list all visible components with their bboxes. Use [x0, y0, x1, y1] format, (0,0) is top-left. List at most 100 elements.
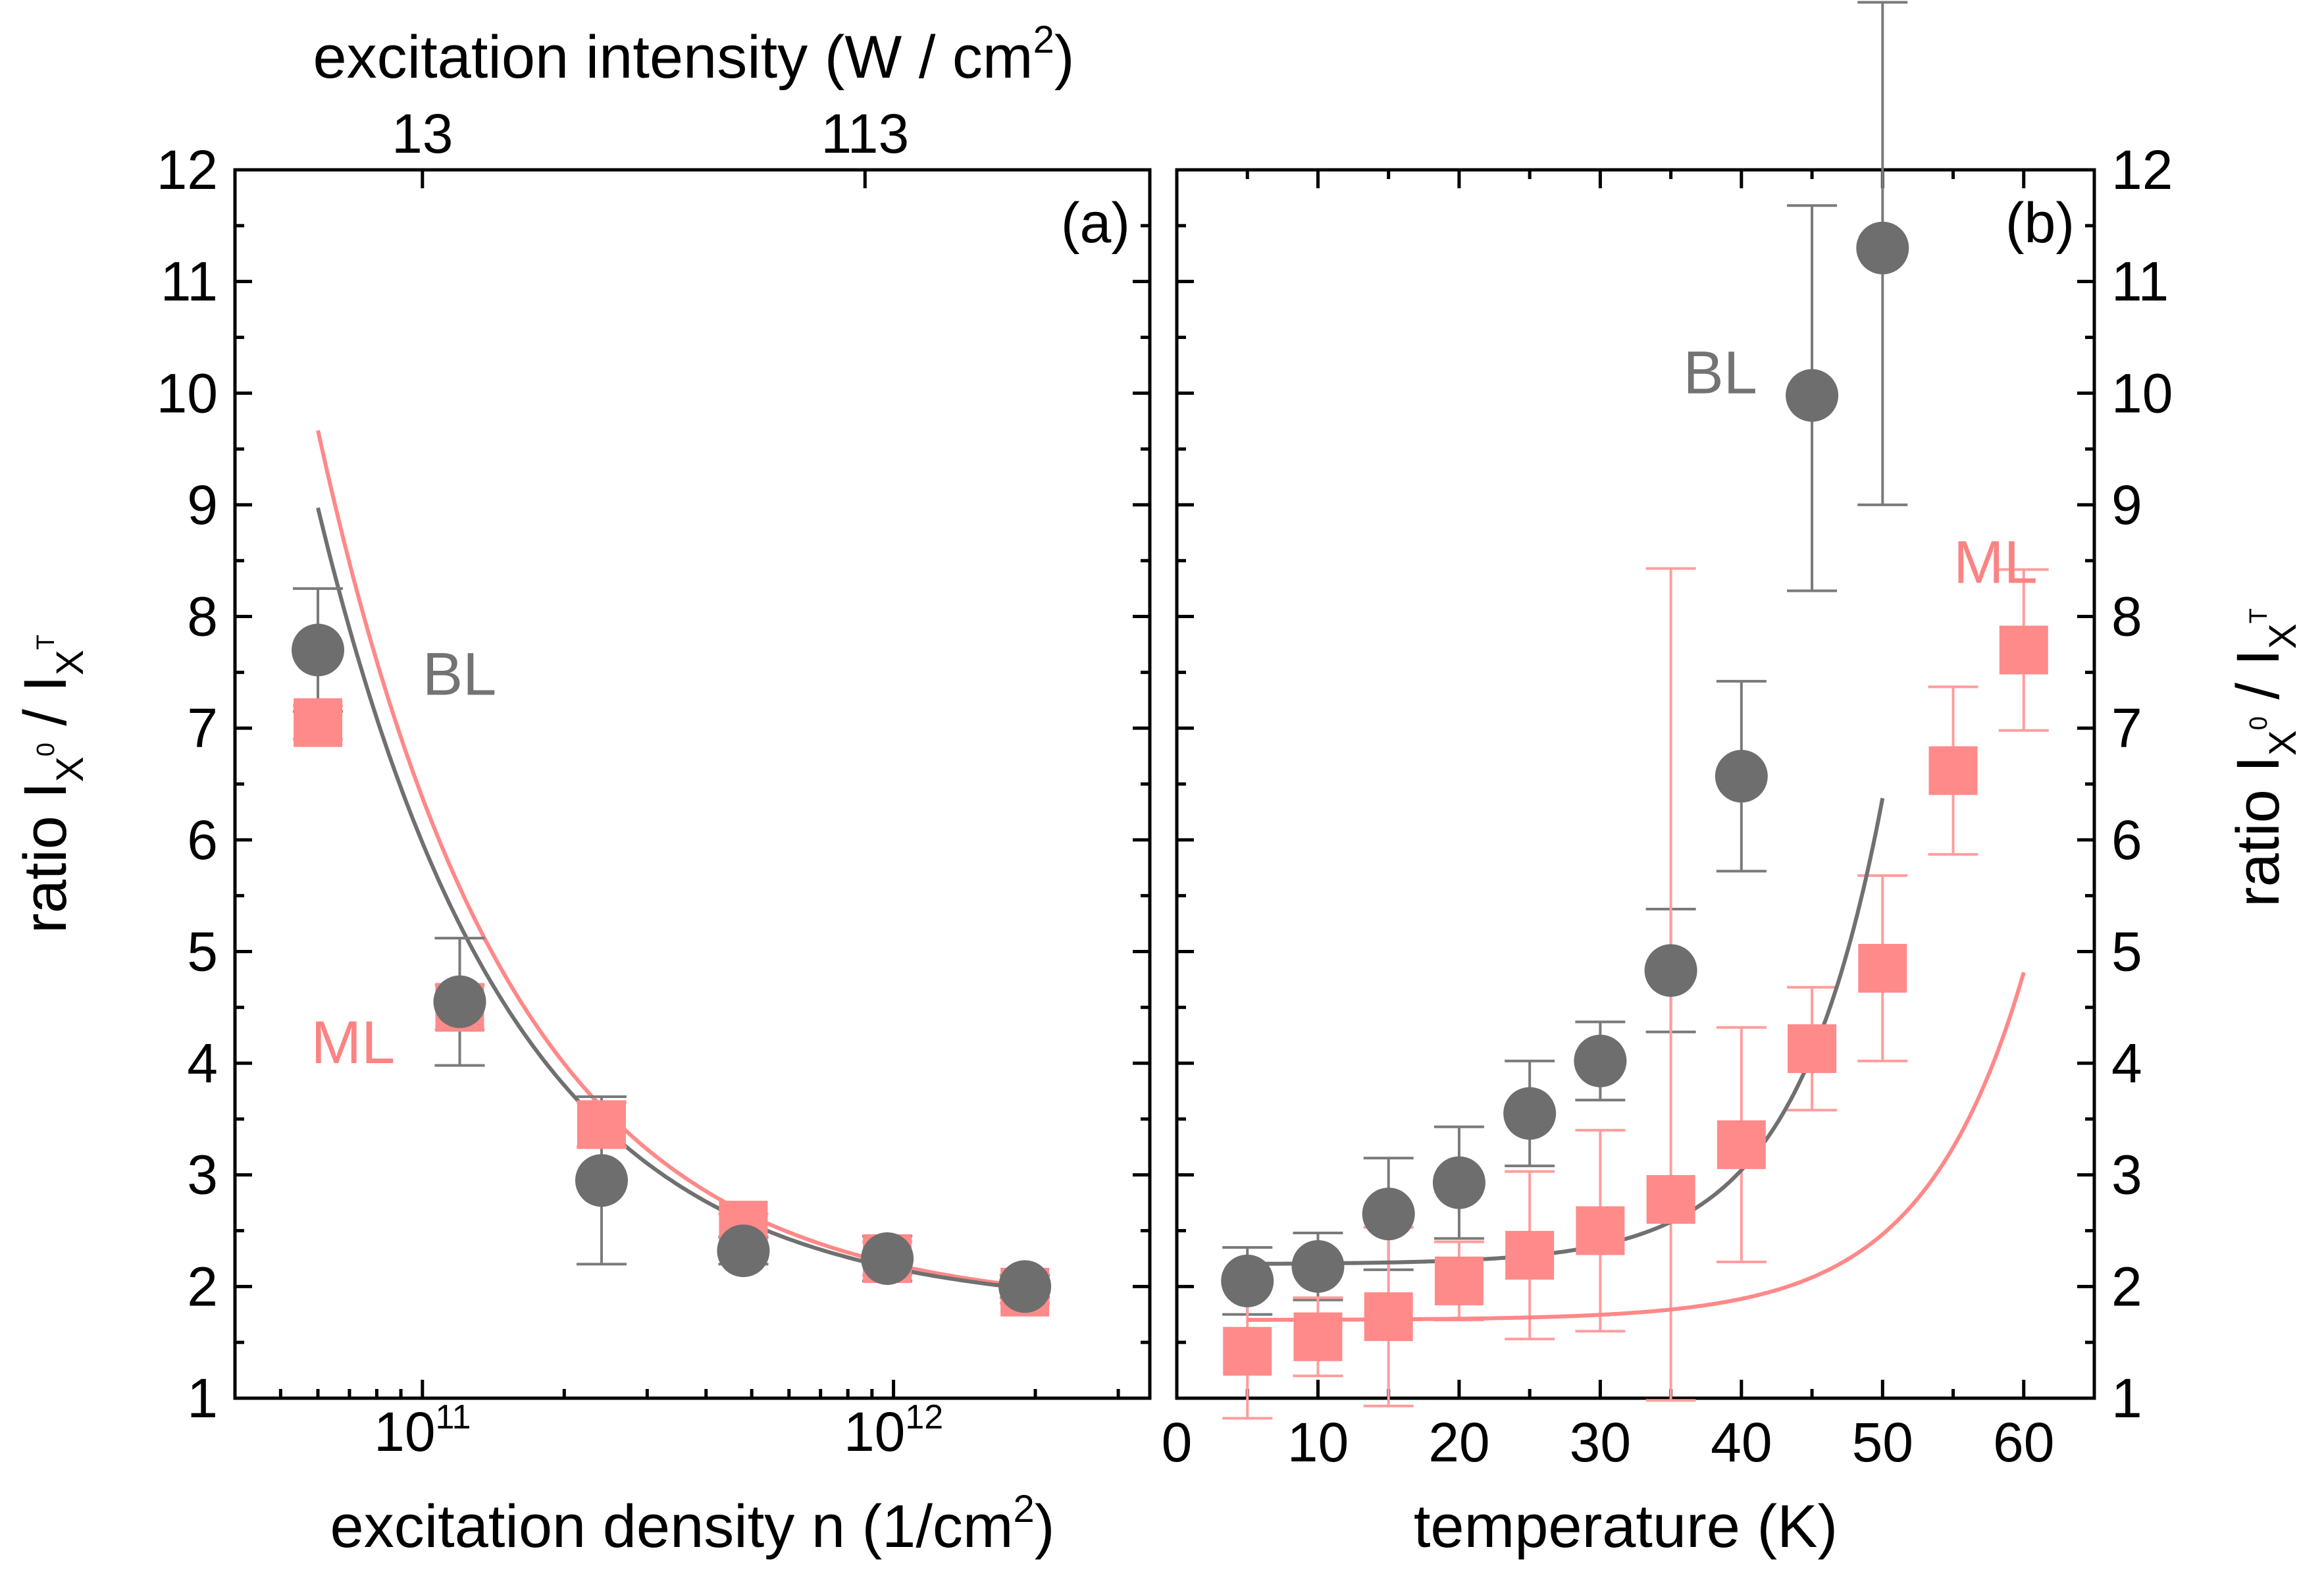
series-label-ml: ML	[311, 1009, 395, 1076]
tick-base: 10	[844, 1401, 905, 1463]
panel-b-y-axis-label-sup: T	[2245, 608, 2273, 623]
panel-b-y-axis-label-sub: X	[2261, 623, 2304, 649]
panel-a-y-axis-label-sub: X	[49, 650, 91, 675]
data-point-ml	[1928, 746, 1978, 795]
data-point-bl	[861, 1232, 914, 1285]
series-label-bl: BL	[1683, 339, 1757, 406]
data-point-bl	[292, 623, 345, 677]
data-point-ml	[1858, 943, 1907, 993]
panel-a-top-tick-label: 13	[392, 103, 453, 165]
panel-b-x-tick-label: 0	[1162, 1411, 1193, 1473]
series-label-ml: ML	[1953, 529, 2038, 596]
panel-b-y-tick-label: 6	[2111, 809, 2142, 871]
data-point-bl	[1644, 944, 1697, 997]
panel-a-y-tick-label: 1	[187, 1367, 218, 1429]
fit-line-ml	[316, 430, 1025, 1288]
data-point-bl	[1574, 1034, 1627, 1087]
data-point-ml	[1576, 1206, 1625, 1255]
panel-a-y-axis-label-sub: X	[49, 756, 91, 782]
panel-b-y-tick-label: 3	[2111, 1144, 2142, 1206]
top-label-sup: 2	[1033, 18, 1054, 61]
panel-a-y-axis-label-text: / I	[12, 675, 79, 743]
panel-a-y-tick-label: 8	[187, 586, 218, 648]
fit-line-ml	[1247, 972, 2026, 1322]
panel-a-y-tick-label: 4	[187, 1032, 218, 1094]
panel-b-y-tick-label: 2	[2111, 1255, 2142, 1317]
panel-a-y-axis-label-sup: T	[32, 635, 60, 650]
data-point-bl	[1503, 1087, 1557, 1140]
top-label-end: )	[1054, 24, 1075, 91]
data-point-bl	[998, 1260, 1052, 1313]
data-point-bl	[1715, 750, 1768, 803]
panel-b-y-axis-label: ratio IX0 / IXT	[2225, 608, 2304, 907]
data-point-ml	[294, 698, 343, 747]
fit-line-bl	[316, 507, 1025, 1291]
panel-b-x-tick-label: 30	[1570, 1411, 1631, 1473]
panel-a-y-axis-label: ratio IX0 / IXT	[12, 635, 91, 933]
data-point-bl	[1221, 1254, 1274, 1307]
panel-a-y-tick-label: 6	[187, 809, 218, 871]
panel-a-y-axis-label-text: ratio I	[12, 782, 79, 933]
data-point-bl	[1362, 1188, 1415, 1241]
tick-exp: 11	[436, 1398, 471, 1436]
top-label-text: excitation intensity (W / cm	[313, 24, 1033, 91]
x-label-text: excitation density n (1/cm	[330, 1493, 1014, 1560]
data-point-ml	[577, 1100, 626, 1149]
panel-b-y-tick-label: 1	[2111, 1367, 2142, 1429]
data-point-bl	[1856, 221, 1909, 275]
panel-a-y-tick-label: 11	[161, 251, 218, 313]
data-point-ml	[1788, 1024, 1837, 1074]
panel-b-y-tick-label: 12	[2111, 139, 2173, 201]
panel-b-x-tick-label: 40	[1711, 1411, 1772, 1473]
panel-a-top-axis-label: excitation intensity (W / cm2)	[313, 18, 1075, 91]
panel-b-x-axis-label: temperature (K)	[1414, 1493, 1838, 1560]
fit-line-bl	[1247, 797, 1885, 1266]
data-point-bl	[575, 1154, 628, 1207]
panel-a-top-tick-label: 113	[821, 103, 909, 165]
series-label-bl: BL	[423, 641, 497, 708]
panel-a-x-tick-label: 1011	[374, 1398, 471, 1463]
x-label-end: )	[1035, 1493, 1055, 1560]
panel-b-y-tick-label: 11	[2111, 251, 2169, 313]
panel-a-x-tick-label: 1012	[844, 1398, 943, 1463]
panel-a-y-tick-label: 3	[187, 1144, 218, 1206]
x-label-sup: 2	[1014, 1488, 1035, 1531]
panel-b-x-tick-label: 60	[1993, 1411, 2054, 1473]
data-point-ml	[1999, 625, 2048, 675]
panel-a-y-tick-label: 5	[187, 920, 218, 982]
panel-a-label: (a)	[1061, 192, 1130, 255]
data-point-ml	[1717, 1120, 1766, 1169]
data-point-ml	[1646, 1175, 1695, 1224]
data-point-bl	[1786, 369, 1839, 422]
panel-b-y-tick-label: 4	[2111, 1032, 2142, 1094]
data-point-ml	[1505, 1230, 1555, 1280]
panel-b-x-tick-label: 20	[1428, 1411, 1489, 1473]
panel-b-x-tick-label: 10	[1287, 1411, 1349, 1473]
panel-a-y-tick-label: 7	[187, 697, 218, 759]
data-point-bl	[1291, 1240, 1345, 1293]
panel-a-y-tick-label: 2	[187, 1255, 218, 1317]
panel-b-y-axis-label-text: ratio I	[2225, 756, 2292, 907]
panel-a-y-tick-label: 12	[157, 139, 218, 201]
panel-a-x-axis-label: excitation density n (1/cm2)	[330, 1488, 1055, 1560]
panel-b-y-tick-label: 8	[2111, 586, 2142, 648]
panel-b-y-tick-label: 9	[2111, 474, 2142, 536]
panel-b-y-tick-label: 7	[2111, 697, 2142, 759]
data-point-bl	[717, 1224, 770, 1278]
panel-a-y-tick-label: 10	[157, 362, 218, 424]
data-point-ml	[1223, 1326, 1272, 1376]
data-point-ml	[1434, 1256, 1484, 1305]
panel-b-label: (b)	[2005, 192, 2075, 255]
panel-b-y-axis-label-sup: 0	[2245, 716, 2273, 730]
panel-b-y-axis-label-sub: X	[2261, 730, 2304, 756]
tick-base: 10	[374, 1401, 435, 1463]
panel-b-y-axis-label-text: / I	[2225, 649, 2292, 716]
data-point-bl	[1432, 1156, 1485, 1209]
data-point-ml	[1364, 1292, 1413, 1342]
data-point-ml	[1293, 1312, 1343, 1361]
panel-a-y-axis-label-sup: 0	[32, 743, 60, 756]
panel-b-x-tick-label: 50	[1852, 1411, 1913, 1473]
